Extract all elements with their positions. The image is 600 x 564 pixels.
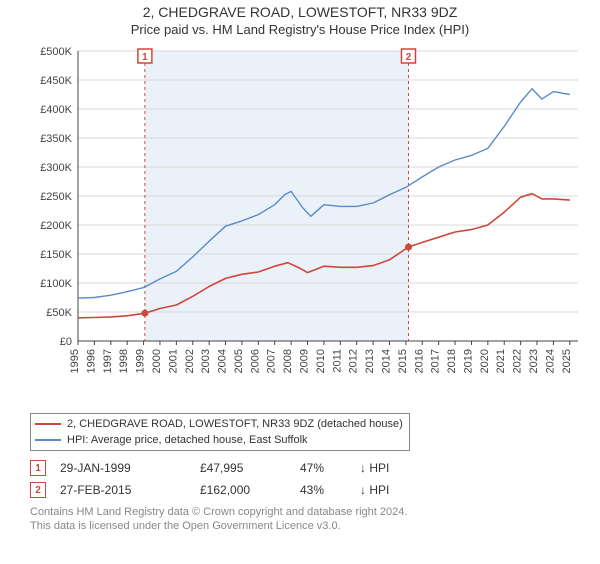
footnote-line2: This data is licensed under the Open Gov… — [30, 520, 341, 532]
sale-pct: 47% — [300, 461, 360, 475]
svg-text:2011: 2011 — [331, 349, 343, 373]
svg-text:1: 1 — [142, 52, 148, 63]
sale-date: 29-JAN-1999 — [60, 461, 200, 475]
chart-svg: £0 £50K £100K £150K £200K £250K £300K £350K £400… — [30, 43, 590, 373]
sale-marker: 1 — [30, 460, 46, 476]
svg-text:2022: 2022 — [512, 349, 524, 373]
svg-text:£400K: £400K — [40, 104, 72, 116]
legend-swatch — [35, 423, 61, 425]
svg-text:2009: 2009 — [299, 349, 311, 373]
legend: 2, CHEDGRAVE ROAD, LOWESTOFT, NR33 9DZ (… — [30, 413, 410, 451]
svg-text:2002: 2002 — [184, 349, 196, 373]
svg-text:1996: 1996 — [85, 349, 97, 373]
page-title: 2, CHEDGRAVE ROAD, LOWESTOFT, NR33 9DZ — [0, 4, 600, 20]
svg-text:2016: 2016 — [413, 349, 425, 373]
sale-direction: ↓ HPI — [360, 461, 410, 475]
svg-text:2019: 2019 — [462, 349, 474, 373]
svg-text:2017: 2017 — [430, 349, 442, 373]
footnote: Contains HM Land Registry data © Crown c… — [30, 505, 570, 534]
sale-row: 1 29-JAN-1999£47,99547%↓ HPI — [30, 457, 570, 479]
svg-text:1998: 1998 — [118, 349, 130, 373]
svg-text:2012: 2012 — [348, 349, 360, 373]
legend-swatch — [35, 439, 61, 441]
sale-row: 2 27-FEB-2015£162,00043%↓ HPI — [30, 479, 570, 501]
svg-text:£0: £0 — [60, 336, 72, 348]
svg-text:1995: 1995 — [69, 349, 81, 373]
svg-text:2008: 2008 — [282, 349, 294, 373]
svg-text:2013: 2013 — [364, 349, 376, 373]
legend-row: 2, CHEDGRAVE ROAD, LOWESTOFT, NR33 9DZ (… — [35, 416, 405, 432]
sale-price: £162,000 — [200, 483, 300, 497]
svg-text:2014: 2014 — [380, 349, 392, 373]
svg-text:2003: 2003 — [200, 349, 212, 373]
svg-text:£450K: £450K — [40, 75, 72, 87]
svg-text:2018: 2018 — [446, 349, 458, 373]
svg-text:2007: 2007 — [266, 349, 278, 373]
svg-text:2021: 2021 — [495, 349, 507, 373]
sales-table: 1 29-JAN-1999£47,99547%↓ HPI 2 27-FEB-2015£… — [30, 457, 570, 501]
price-chart: £0 £50K £100K £150K £200K £250K £300K £350K £400… — [30, 43, 590, 373]
svg-text:£350K: £350K — [40, 133, 72, 145]
svg-text:2015: 2015 — [397, 349, 409, 373]
legend-label: 2, CHEDGRAVE ROAD, LOWESTOFT, NR33 9DZ (… — [67, 418, 403, 430]
sale-price: £47,995 — [200, 461, 300, 475]
svg-text:£150K: £150K — [40, 249, 72, 261]
svg-text:2004: 2004 — [217, 349, 229, 373]
svg-text:2023: 2023 — [528, 349, 540, 373]
svg-text:£500K: £500K — [40, 46, 72, 58]
svg-text:2: 2 — [406, 52, 412, 63]
page-subtitle: Price paid vs. HM Land Registry's House … — [0, 22, 600, 37]
sale-marker: 2 — [30, 482, 46, 498]
svg-text:£100K: £100K — [40, 278, 72, 290]
legend-row: HPI: Average price, detached house, East… — [35, 432, 405, 448]
svg-text:2010: 2010 — [315, 349, 327, 373]
svg-text:2024: 2024 — [544, 349, 556, 373]
svg-text:£300K: £300K — [40, 162, 72, 174]
sale-date: 27-FEB-2015 — [60, 483, 200, 497]
svg-text:2006: 2006 — [249, 349, 261, 373]
svg-text:2020: 2020 — [479, 349, 491, 373]
svg-text:1997: 1997 — [102, 349, 114, 373]
sale-pct: 43% — [300, 483, 360, 497]
svg-text:£200K: £200K — [40, 220, 72, 232]
sale-direction: ↓ HPI — [360, 483, 410, 497]
svg-text:2005: 2005 — [233, 349, 245, 373]
footnote-line1: Contains HM Land Registry data © Crown c… — [30, 506, 407, 518]
svg-text:1999: 1999 — [135, 349, 147, 373]
svg-text:£250K: £250K — [40, 191, 72, 203]
svg-text:£50K: £50K — [46, 307, 72, 319]
legend-label: HPI: Average price, detached house, East… — [67, 434, 308, 446]
svg-text:2001: 2001 — [167, 349, 179, 373]
svg-text:2025: 2025 — [561, 349, 573, 373]
svg-text:2000: 2000 — [151, 349, 163, 373]
